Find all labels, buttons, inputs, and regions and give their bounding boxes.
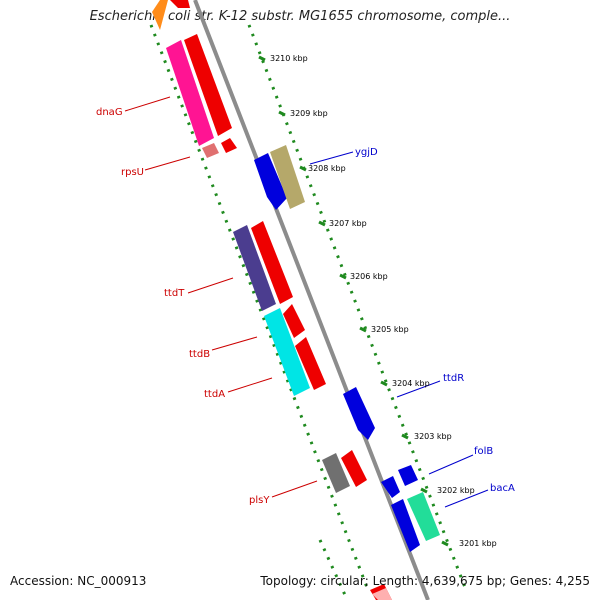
feature-bottom-pink	[372, 588, 392, 600]
tick-label: 3210 kbp	[270, 54, 308, 63]
tick-label: 3204 kbp	[392, 379, 430, 388]
reverse-features	[152, 0, 392, 600]
tick-labels: 3210 kbp 3209 kbp 3208 kbp 3207 kbp 3206…	[270, 54, 497, 548]
gene-label-ttdR[interactable]: ttdR	[443, 373, 464, 384]
forward-features	[254, 145, 440, 600]
feature-bacA-blue	[391, 499, 420, 552]
tick-label: 3206 kbp	[350, 272, 388, 281]
gene-label-rpsU[interactable]: rpsU	[121, 167, 144, 178]
feature-plsY-gray	[322, 453, 350, 493]
tick-label: 3208 kbp	[308, 164, 346, 173]
feature-bacA-green	[407, 492, 440, 541]
gene-label-ygjD[interactable]: ygjD	[355, 147, 378, 158]
gene-label-ttdA[interactable]: ttdA	[204, 389, 225, 400]
gene-labels: dnaG rpsU ttdT ttdB ttdA plsY ygjD ttdR …	[96, 107, 515, 506]
topology-text: Topology: circular; Length: 4,639,675 bp…	[260, 574, 590, 588]
gene-label-ttdT[interactable]: ttdT	[164, 288, 185, 299]
gene-label-folB[interactable]: folB	[474, 446, 493, 457]
tick-label: 3205 kbp	[371, 325, 409, 334]
feature-dnaG-pink	[166, 40, 214, 146]
feature-ygjD-blue	[254, 153, 287, 210]
tick-label: 3209 kbp	[290, 109, 328, 118]
feature-ttdB-red	[283, 304, 305, 338]
gene-label-plsY[interactable]: plsY	[249, 495, 270, 506]
tick-marks	[258, 55, 449, 547]
feature-folB-blue2	[398, 465, 418, 486]
tick-label: 3202 kbp	[437, 486, 475, 495]
feature-top-orange	[152, 0, 168, 30]
feature-ttdT-purple	[233, 225, 276, 311]
tick-label: 3203 kbp	[414, 432, 452, 441]
feature-ygjD-khaki	[270, 145, 305, 209]
genome-backbone	[193, 0, 430, 600]
feature-rpsU-red	[221, 138, 237, 153]
gene-label-ttdB[interactable]: ttdB	[189, 349, 210, 360]
feature-ttdT-red	[251, 221, 293, 304]
feature-ttdA-red	[295, 337, 326, 390]
gene-label-dnaG[interactable]: dnaG	[96, 107, 123, 118]
label-leaders	[124, 96, 489, 508]
feature-rpsU-pink	[202, 143, 219, 158]
track-dots	[149, 24, 468, 596]
map-title: Escherichia coli str. K-12 substr. MG165…	[89, 9, 511, 24]
feature-plsY-red	[341, 450, 367, 487]
tick-label: 3201 kbp	[459, 539, 497, 548]
feature-dnaG-red	[184, 34, 232, 136]
feature-ttdB-cyan	[264, 308, 310, 396]
accession-text: Accession: NC_000913	[10, 574, 147, 588]
feature-folB-blue	[381, 476, 400, 498]
tick-label: 3207 kbp	[329, 219, 367, 228]
feature-top-red	[170, 0, 190, 8]
gene-label-bacA[interactable]: bacA	[490, 483, 515, 494]
feature-ttdR-blue	[343, 387, 375, 440]
